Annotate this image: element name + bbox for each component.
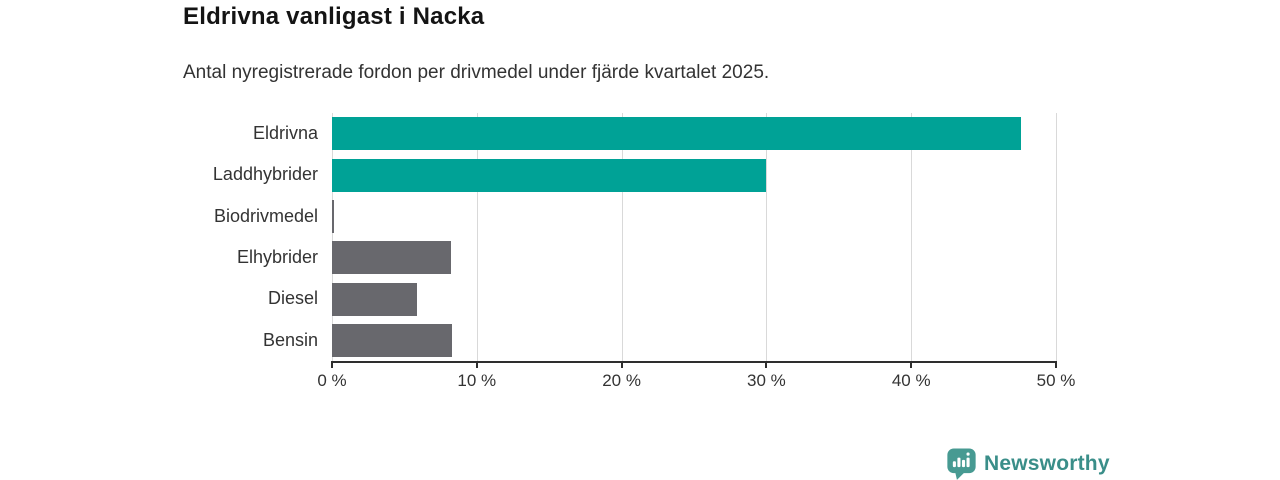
gridline [621,113,623,361]
gridline [332,113,333,361]
bar-chart-pin-icon [947,448,976,480]
bar [332,282,418,316]
gridline [911,113,913,361]
tick-mark [475,361,478,368]
bar [332,241,451,275]
bar [332,158,767,192]
x-tick-label: 50 % [1036,371,1076,390]
plot-area: 0 % 10 % 20 % 30 % 40 % 50 % [317,113,1075,390]
x-tick-label: 30 % [747,371,786,390]
y-axis-labels: Eldrivna Laddhybrider Biodrivmedel Elhybrid… [0,113,318,361]
gridline [1056,113,1057,361]
x-tick-label: 10 % [457,371,497,390]
tick-mark [765,361,768,368]
brand-name: Newsworthy [984,451,1110,475]
category-label: Biodrivmedel [213,205,318,226]
category-label: Eldrivna [252,123,318,144]
tick-mark [331,361,333,368]
gridline [476,113,478,361]
chart-title: Eldrivna vanligast i Nacka [183,3,485,30]
category-label: Laddhybrider [212,164,318,185]
bar [332,323,453,357]
bar [332,199,334,233]
tick-mark [620,361,623,368]
x-tick-label: 0 % [317,371,347,390]
category-label: Diesel [267,288,318,309]
x-tick-label: 40 % [891,371,931,390]
tick-mark [910,361,913,368]
category-label: Elhybrider [236,247,318,268]
bar-chart: Eldrivna Laddhybrider Biodrivmedel Elhybrid… [0,113,1280,390]
tick-mark [1055,361,1057,368]
x-tick-label: 20 % [602,371,641,390]
chart-subtitle: Antal nyregistrerade fordon per drivmede… [183,62,770,83]
newsworthy-logo: Newsworthy [946,447,1110,480]
category-label: Bensin [262,329,318,350]
bar [332,117,1022,151]
gridline [766,113,768,361]
